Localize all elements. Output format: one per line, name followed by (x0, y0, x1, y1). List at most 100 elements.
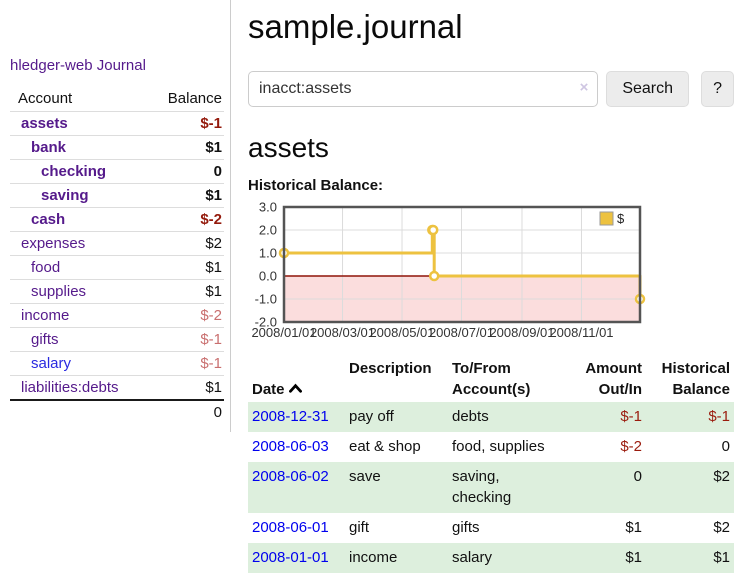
transaction-date-link[interactable]: 2008-12-31 (252, 408, 329, 425)
sidebar: hledger-web Journal Account Balance asse… (0, 0, 231, 432)
transaction-accounts: debts (452, 408, 489, 425)
transaction-description: gift (349, 519, 370, 536)
help-button[interactable]: ? (701, 71, 734, 107)
account-row: checking 0 (10, 159, 224, 184)
account-balance: $1 (205, 139, 222, 156)
transaction-date-link[interactable]: 2008-06-03 (252, 438, 329, 455)
register-header-description: Description (349, 360, 432, 377)
account-link-food[interactable]: food (31, 259, 61, 276)
chart-title: Historical Balance: (248, 177, 384, 194)
svg-text:-2.0: -2.0 (255, 315, 277, 330)
account-balance: $1 (205, 379, 222, 396)
transaction-row: 2008-06-03 eat & shop food, supplies $-2 0 (248, 432, 734, 462)
register-header-accounts: To/From Account(s) (452, 360, 531, 398)
register-header-balance: Historical Balance (661, 360, 730, 398)
accounts-total-value: 0 (144, 399, 224, 424)
account-row: income $-2 (10, 303, 224, 328)
transaction-description: income (349, 549, 398, 566)
legend-swatch (599, 211, 614, 226)
account-balance: $2 (205, 235, 222, 252)
account-balance: $-2 (200, 307, 222, 324)
transaction-amount: $1 (625, 519, 642, 536)
transaction-balance: $2 (713, 468, 730, 485)
account-row: food $1 (10, 255, 224, 280)
register-header-amount: Amount Out/In (585, 360, 642, 398)
transaction-description: pay off (349, 408, 394, 425)
transaction-description: eat & shop (349, 438, 421, 455)
account-link-expenses[interactable]: expenses (21, 235, 86, 252)
account-link-bank[interactable]: bank (31, 139, 67, 156)
svg-text:2008/05/01: 2008/05/01 (369, 325, 434, 340)
search-bar: × Search ? (248, 71, 734, 107)
svg-text:-1.0: -1.0 (255, 292, 277, 307)
transaction-description: save (349, 468, 381, 485)
accounts-header-balance: Balance (167, 90, 222, 107)
transaction-row: 2008-12-31 pay off debts $-1 $-1 (248, 402, 734, 432)
svg-text:0.0: 0.0 (259, 269, 277, 284)
plot-border (282, 205, 642, 324)
account-balance: 0 (213, 163, 222, 180)
search-input[interactable] (248, 71, 599, 107)
svg-text:2008/01/01: 2008/01/01 (251, 325, 316, 340)
account-row: liabilities:debts $1 (10, 375, 224, 401)
svg-text:2008/03/01: 2008/03/01 (310, 325, 375, 340)
transaction-date-link[interactable]: 2008-06-01 (252, 519, 329, 536)
transaction-accounts: gifts (452, 519, 480, 536)
account-row: expenses $2 (10, 231, 224, 256)
svg-text:2008/11/01: 2008/11/01 (549, 325, 613, 340)
historical-balance-chart: $3.0 2.0 1.0 0.0 -1.0 -2.0 2008/01/01 2008/03/0… (248, 200, 734, 342)
transaction-amount: $-1 (620, 408, 642, 425)
svg-text:2.0: 2.0 (259, 223, 277, 238)
page-title: sample.journal (248, 8, 463, 45)
account-balance: $-1 (200, 115, 222, 132)
search-button[interactable]: Search (606, 71, 690, 107)
register-header-date[interactable]: Date (248, 356, 345, 402)
search-input-wrap: × (248, 71, 599, 107)
svg-text:3.0: 3.0 (259, 200, 277, 215)
account-row: bank $1 (10, 135, 224, 160)
account-balance: $-2 (200, 211, 222, 228)
app-title-link[interactable]: hledger-web (10, 57, 93, 74)
main-content: sample.journal × Search ? assets Histori… (248, 0, 734, 573)
svg-text:2008/07/01: 2008/07/01 (429, 325, 494, 340)
account-link-cash[interactable]: cash (31, 211, 66, 228)
account-balance: $1 (205, 259, 222, 276)
account-row: assets $-1 (10, 111, 224, 136)
account-row: cash $-2 (10, 207, 224, 232)
transaction-balance: $1 (713, 549, 730, 566)
clear-search-icon[interactable]: × (579, 79, 589, 96)
transaction-date-link[interactable]: 2008-06-02 (252, 468, 329, 485)
account-balance: $1 (205, 283, 222, 300)
accounts-total-row: 0 (10, 399, 224, 424)
account-row: salary $-1 (10, 351, 224, 376)
account-balance: $-1 (200, 355, 222, 372)
legend-label: $ (617, 211, 625, 226)
account-link-salary[interactable]: salary (31, 355, 72, 372)
accounts-header-row: Account Balance (10, 87, 224, 112)
chart-legend: $ (596, 209, 638, 229)
transaction-balance: $-1 (708, 408, 730, 425)
account-row: saving $1 (10, 183, 224, 208)
account-link-liabilities-debts[interactable]: liabilities:debts (21, 379, 119, 396)
svg-text:1.0: 1.0 (259, 246, 277, 261)
register-header-row: Date Description To/From Account(s) Amou… (248, 356, 734, 402)
accounts-table: Account Balance assets $-1 bank $1 checking 0… (10, 87, 224, 424)
svg-text:2008/09/01: 2008/09/01 (489, 325, 554, 340)
transaction-amount: $-2 (620, 438, 642, 455)
accounts-header-account: Account (18, 90, 73, 107)
account-link-assets[interactable]: assets (21, 115, 68, 132)
account-link-checking[interactable]: checking (41, 163, 107, 180)
account-heading: assets (248, 132, 329, 163)
account-link-income[interactable]: income (21, 307, 70, 324)
account-balance: $-1 (200, 331, 222, 348)
account-link-gifts[interactable]: gifts (31, 331, 59, 348)
transaction-date-link[interactable]: 2008-01-01 (252, 549, 329, 566)
sidebar-item-journal[interactable]: Journal (96, 57, 146, 74)
transaction-row: 2008-06-02 save saving, checking 0 $2 (248, 462, 734, 513)
data-point-marker (428, 270, 440, 282)
account-link-saving[interactable]: saving (41, 187, 89, 204)
transaction-row: 2008-06-01 gift gifts $1 $2 (248, 513, 734, 543)
account-link-supplies[interactable]: supplies (31, 283, 87, 300)
transaction-balance: 0 (721, 438, 730, 455)
chart-svg: $3.0 2.0 1.0 0.0 -1.0 -2.02008/01/012008/03/0… (251, 200, 646, 340)
